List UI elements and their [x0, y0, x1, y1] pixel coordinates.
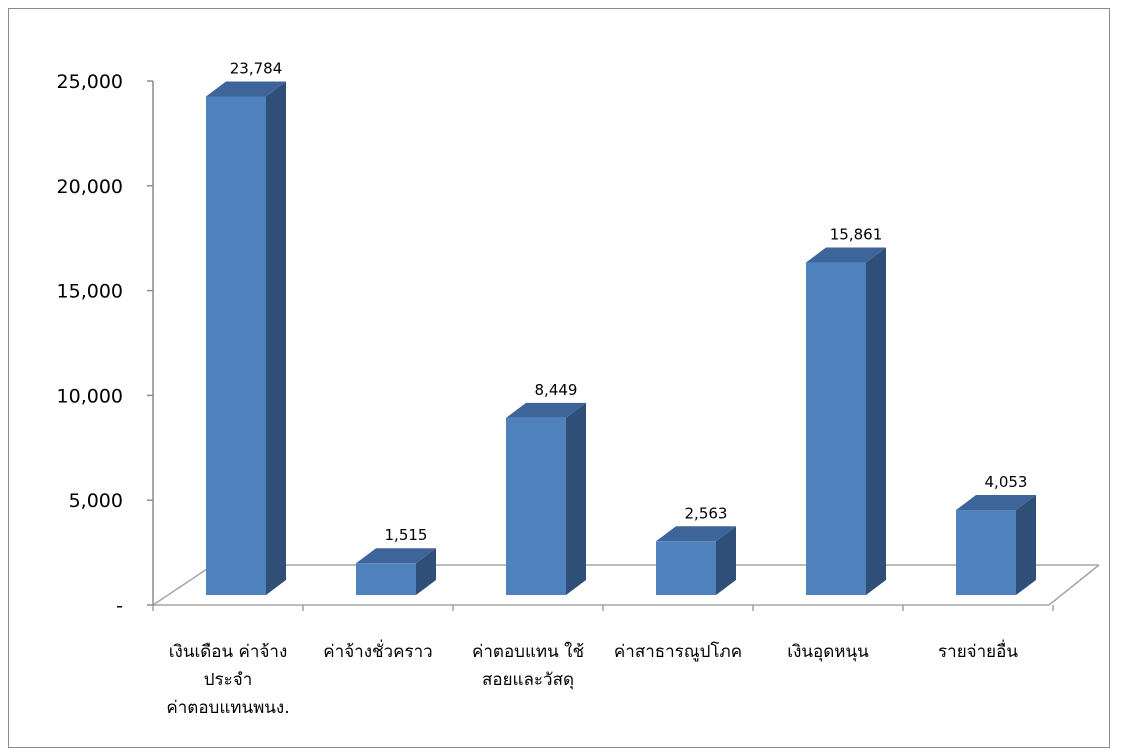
category-label: เงินอุดหนุน	[787, 642, 869, 662]
bar-side	[866, 247, 886, 595]
bar-top	[356, 548, 436, 564]
bar-side	[1016, 495, 1036, 595]
category-label: ค่าตอบแทนพนง.	[166, 698, 289, 718]
y-axis: - 5,000 10,000 15,000 20,000 25,000	[57, 71, 1054, 617]
bar	[506, 402, 586, 595]
data-labels: 23,784 1,515 8,449 2,563 15,861 4,053	[230, 59, 1028, 544]
y-tick-label: -	[116, 595, 123, 617]
bar	[656, 526, 736, 595]
y-tick-label: 25,000	[57, 71, 123, 93]
data-label: 15,861	[830, 226, 883, 244]
data-label: 2,563	[685, 504, 728, 522]
bar	[806, 247, 886, 595]
bar	[356, 548, 436, 595]
bar	[956, 495, 1036, 595]
category-label: ค่าตอบแทน ใช้	[472, 641, 584, 662]
data-label: 1,515	[385, 526, 428, 544]
bar-top	[506, 402, 586, 418]
category-label: ค่าจ้างชั่วคราว	[323, 639, 432, 662]
category-label: ประจำ	[204, 670, 253, 690]
y-tick-label: 20,000	[57, 176, 123, 198]
bar-top	[206, 81, 286, 97]
bar-side	[716, 526, 736, 595]
bar-side	[566, 402, 586, 595]
bar-top	[656, 526, 736, 542]
bar-chart: - 5,000 10,000 15,000 20,000 25,000 23,784 1,5…	[57, 59, 1100, 718]
bar-front	[806, 262, 866, 595]
bar	[206, 81, 286, 595]
y-tick-label: 10,000	[57, 385, 123, 407]
bar-top	[806, 247, 886, 263]
bars	[206, 81, 1036, 595]
bar-front	[206, 96, 266, 595]
floor-right-edge	[1048, 564, 1100, 606]
bar-top	[956, 495, 1036, 511]
bar-side	[416, 548, 436, 595]
category-label: รายจ่ายอื่น	[938, 639, 1018, 662]
bar-front	[956, 510, 1016, 595]
category-label: ค่าสาธารณูปโภค	[614, 641, 742, 662]
bar-side	[266, 81, 286, 595]
bar-front	[356, 563, 416, 595]
data-label: 8,449	[535, 381, 578, 399]
bar-front	[656, 541, 716, 595]
bar-front	[506, 417, 566, 595]
category-label: สอยและวัสดุ	[482, 670, 574, 690]
data-label: 4,053	[985, 473, 1028, 491]
y-tick-label: 15,000	[57, 281, 123, 303]
y-tick-label: 5,000	[69, 490, 123, 512]
chart-frame: - 5,000 10,000 15,000 20,000 25,000 23,784 1,5…	[8, 8, 1110, 748]
floor-left-edge	[152, 564, 214, 606]
data-label: 23,784	[230, 59, 283, 77]
category-label: เงินเดือน ค่าจ้าง	[169, 642, 288, 662]
